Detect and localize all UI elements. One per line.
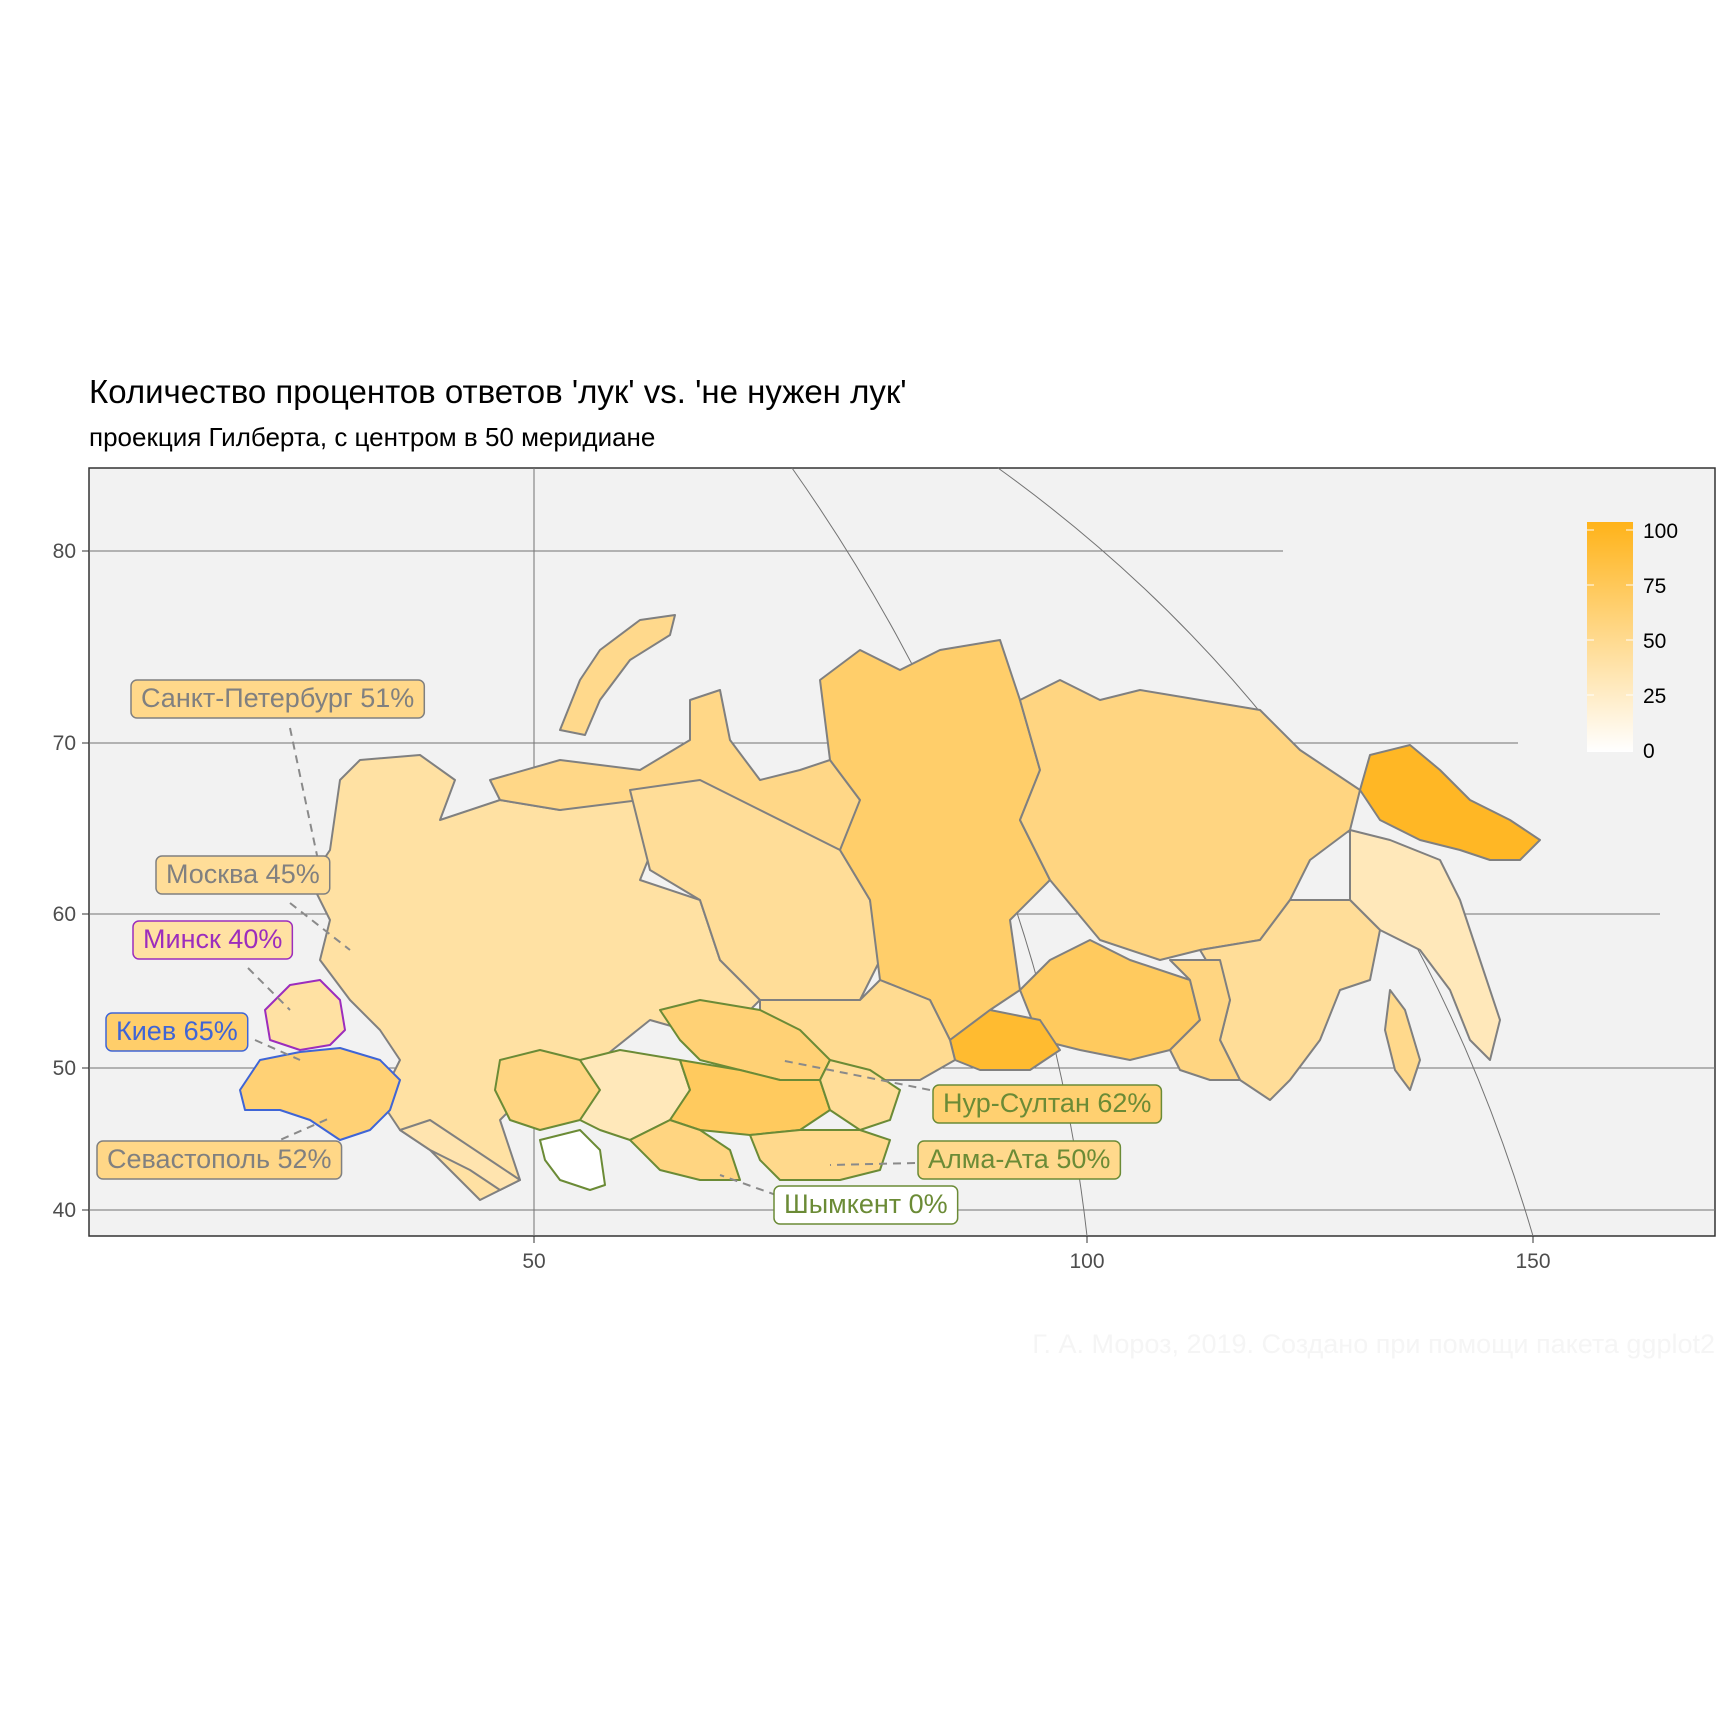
- x-tick-50: 50: [522, 1250, 545, 1273]
- legend-tick-50: 50: [1643, 630, 1666, 653]
- leader-moscow: [289, 902, 351, 951]
- y-axis: 80 70 60 50 40: [53, 540, 89, 1222]
- region-russia-zabaykalye[interactable]: [1169, 959, 1241, 1081]
- label-almaata-text: Алма-Ата 50%: [928, 1144, 1110, 1174]
- label-spb-box: [130, 679, 426, 719]
- x-tick-150: 150: [1515, 1250, 1550, 1273]
- label-kiev: Киев 65%: [105, 1012, 249, 1052]
- label-nursultan-text: Нур-Султан 62%: [943, 1088, 1151, 1118]
- label-moscow-box: [155, 855, 331, 895]
- region-kz-south[interactable]: [629, 1119, 741, 1181]
- region-belarus[interactable]: [264, 979, 346, 1051]
- label-spb-text: Санкт-Петербург 51%: [141, 683, 414, 713]
- label-nursultan: Нур-Султан 62%: [932, 1084, 1163, 1124]
- leader-minsk: [247, 967, 291, 1011]
- label-shymkent-text: Шымкент 0%: [784, 1189, 948, 1219]
- label-sevastopol-text: Севастополь 52%: [107, 1144, 332, 1174]
- label-sevastopol-box: [96, 1140, 343, 1180]
- chart-subtitle: проекция Гилберта, с центром в 50 мериди…: [89, 422, 655, 452]
- region-russia-novaya-zemlya[interactable]: [559, 614, 676, 736]
- city-labels: Санкт-Петербург 51% Москва 45% Минск 40%…: [96, 679, 1163, 1225]
- region-russia-south[interactable]: [399, 1119, 521, 1191]
- label-kiev-box: [105, 1012, 249, 1052]
- leader-shymkent: [719, 1174, 791, 1201]
- region-russia-chukotka[interactable]: [1359, 744, 1541, 861]
- label-kiev-text: Киев 65%: [116, 1016, 238, 1046]
- legend-tick-25: 25: [1643, 685, 1666, 708]
- y-tick-80: 80: [53, 540, 76, 563]
- leader-nursultan: [779, 1059, 931, 1091]
- x-tick-100: 100: [1069, 1250, 1104, 1273]
- leader-spb: [289, 727, 319, 861]
- region-russia-khabarovsk[interactable]: [1199, 899, 1381, 1101]
- legend-colorbar: [1587, 522, 1633, 752]
- label-almaata-box: [917, 1140, 1122, 1180]
- region-russia-tuva[interactable]: [949, 1009, 1061, 1071]
- region-ukraine[interactable]: [239, 1047, 401, 1141]
- legend-tick-75: 75: [1643, 575, 1666, 598]
- leader-almaata: [829, 1162, 916, 1166]
- label-nursultan-box: [932, 1084, 1163, 1124]
- y-tick-40: 40: [53, 1199, 76, 1222]
- label-spb: Санкт-Петербург 51%: [130, 679, 426, 719]
- label-moscow-text: Москва 45%: [166, 859, 320, 889]
- chart-title: Количество процентов ответов 'лук' vs. '…: [89, 373, 907, 410]
- region-kz-east[interactable]: [819, 1059, 901, 1131]
- label-minsk-box: [132, 920, 294, 960]
- label-minsk: Минск 40%: [132, 920, 294, 960]
- label-almaata: Алма-Ата 50%: [917, 1140, 1122, 1180]
- region-russia-krasnoyarsk[interactable]: [819, 639, 1051, 1041]
- legend-tick-100: 100: [1643, 520, 1678, 543]
- y-tick-50: 50: [53, 1057, 76, 1080]
- caption: Г. А. Мороз, 2019. Создано при помощи па…: [1032, 1329, 1715, 1359]
- region-russia-yakutia[interactable]: [1019, 679, 1361, 961]
- label-minsk-text: Минск 40%: [143, 924, 282, 954]
- regions-layer: [239, 614, 1541, 1201]
- label-shymkent-box: [773, 1185, 959, 1225]
- region-kz-mangystau[interactable]: [539, 1129, 606, 1191]
- label-sevastopol: Севастополь 52%: [96, 1140, 343, 1180]
- region-kz-almaty[interactable]: [749, 1129, 891, 1181]
- label-moscow: Москва 45%: [155, 855, 331, 895]
- region-russia-sakhalin[interactable]: [1384, 989, 1421, 1091]
- legend: 100 75 50 25 0: [1587, 520, 1678, 763]
- y-tick-70: 70: [53, 732, 76, 755]
- legend-tick-0: 0: [1643, 740, 1655, 763]
- label-shymkent: Шымкент 0%: [773, 1185, 959, 1225]
- x-axis: 50 100 150: [522, 1236, 1551, 1273]
- y-tick-60: 60: [53, 903, 76, 926]
